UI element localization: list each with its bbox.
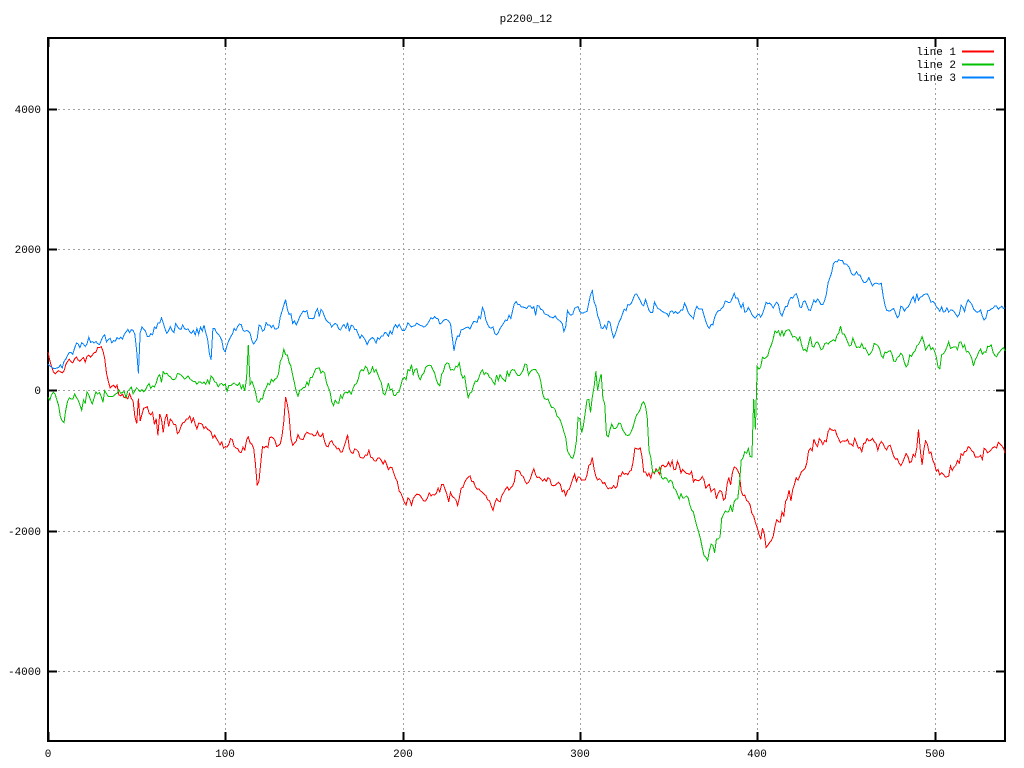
- svg-text:-2000: -2000: [8, 527, 41, 539]
- svg-text:4000: 4000: [15, 105, 41, 117]
- svg-text:line 1: line 1: [916, 47, 956, 59]
- svg-text:line 3: line 3: [916, 73, 956, 85]
- svg-text:0: 0: [34, 386, 41, 398]
- svg-text:2000: 2000: [15, 245, 41, 257]
- svg-text:0: 0: [45, 749, 52, 761]
- svg-text:p2200_12: p2200_12: [500, 14, 553, 26]
- svg-text:400: 400: [747, 749, 767, 761]
- svg-text:500: 500: [925, 749, 945, 761]
- svg-text:line 2: line 2: [916, 60, 956, 72]
- svg-text:300: 300: [570, 749, 590, 761]
- svg-text:200: 200: [393, 749, 413, 761]
- svg-text:100: 100: [215, 749, 235, 761]
- svg-text:-4000: -4000: [8, 667, 41, 679]
